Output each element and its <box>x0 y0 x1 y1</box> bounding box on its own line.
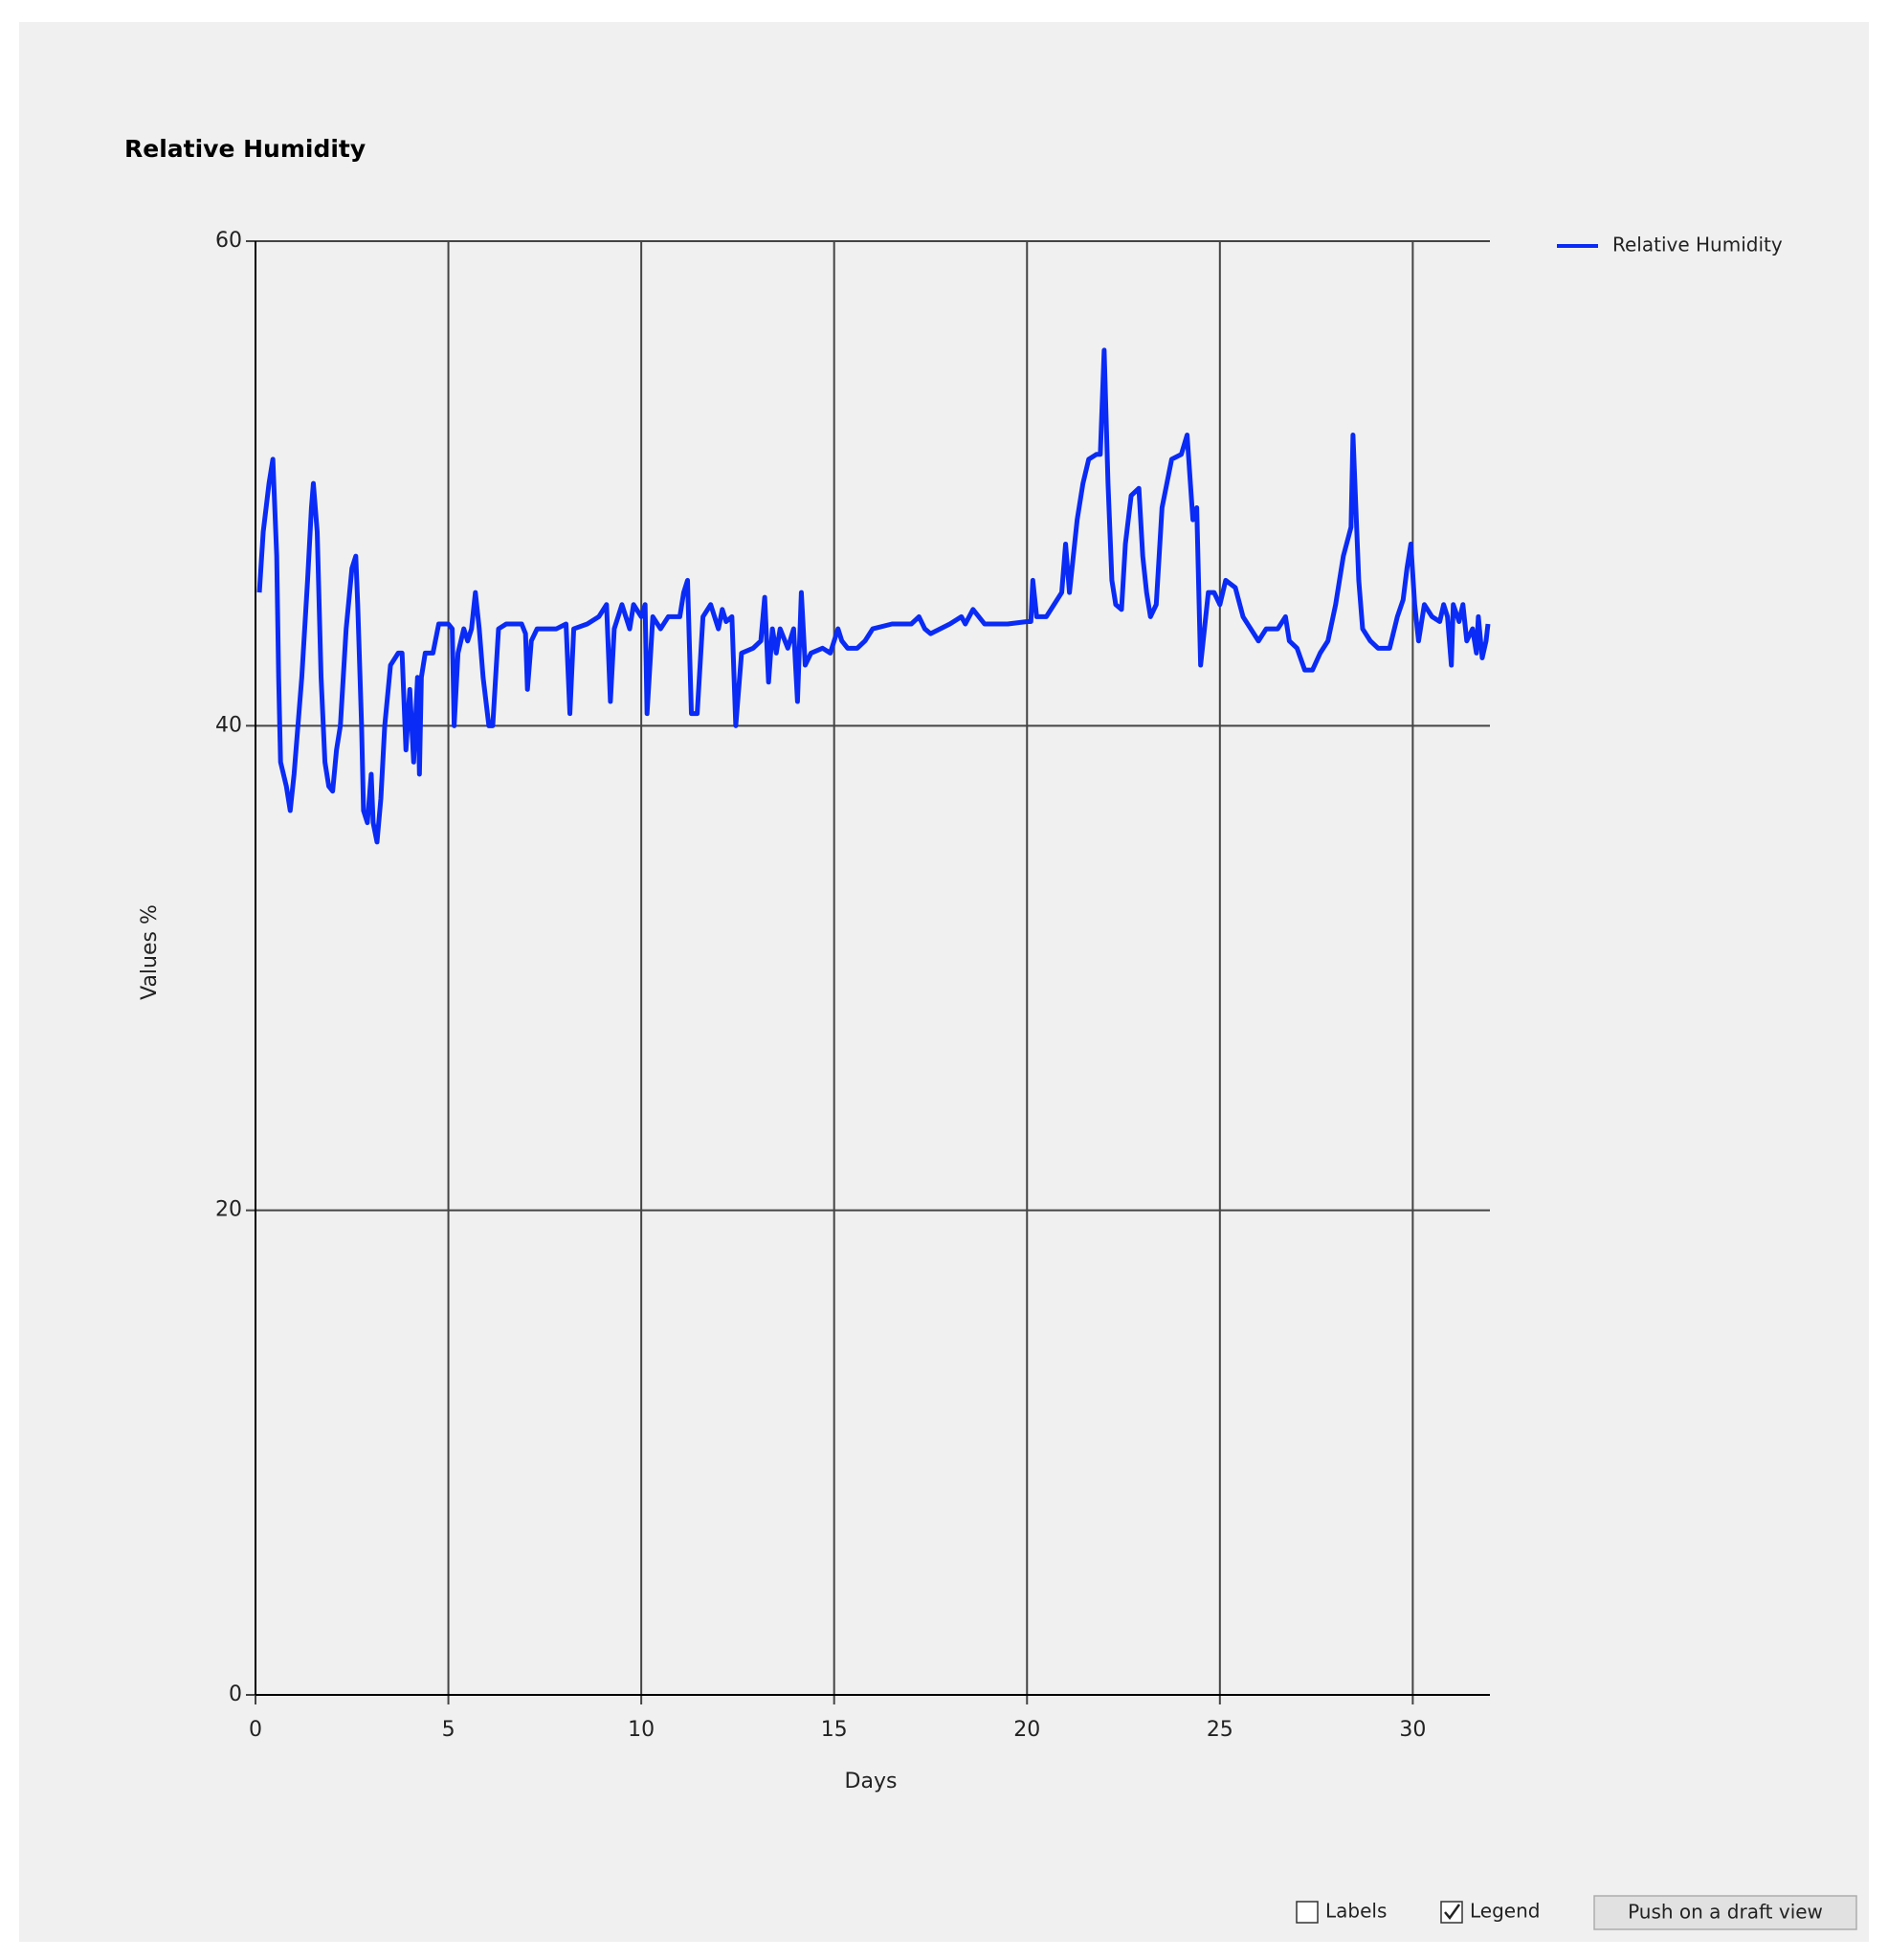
checkmark <box>1444 1904 1461 1921</box>
x-tick-label: 25 <box>1207 1718 1233 1742</box>
checkbox[interactable] <box>1296 1901 1319 1924</box>
legend-label: Relative Humidity <box>1612 234 1783 256</box>
x-tick-label: 0 <box>249 1718 262 1742</box>
button[interactable] <box>1593 1895 1857 1930</box>
x-axis-label: Days <box>845 1770 898 1793</box>
y-tick-label: 0 <box>229 1682 242 1706</box>
button-label[interactable]: Push on a draft view <box>1628 1901 1823 1924</box>
chart-title: Relative Humidity <box>124 135 366 163</box>
x-tick-label: 5 <box>442 1718 455 1742</box>
checkbox-label[interactable]: Legend <box>1470 1900 1540 1923</box>
y-tick-label: 60 <box>215 229 242 253</box>
y-axis-label: Values % <box>138 904 162 1000</box>
data-line <box>256 347 1491 845</box>
x-tick-label: 15 <box>821 1718 848 1742</box>
x-tick-label: 20 <box>1013 1718 1040 1742</box>
y-tick-label: 40 <box>215 713 242 737</box>
y-tick-label: 20 <box>215 1198 242 1222</box>
panel <box>19 22 1869 1942</box>
checkbox-label[interactable]: Labels <box>1325 1900 1387 1923</box>
x-tick-label: 30 <box>1399 1718 1426 1742</box>
x-tick-label: 10 <box>628 1718 655 1742</box>
